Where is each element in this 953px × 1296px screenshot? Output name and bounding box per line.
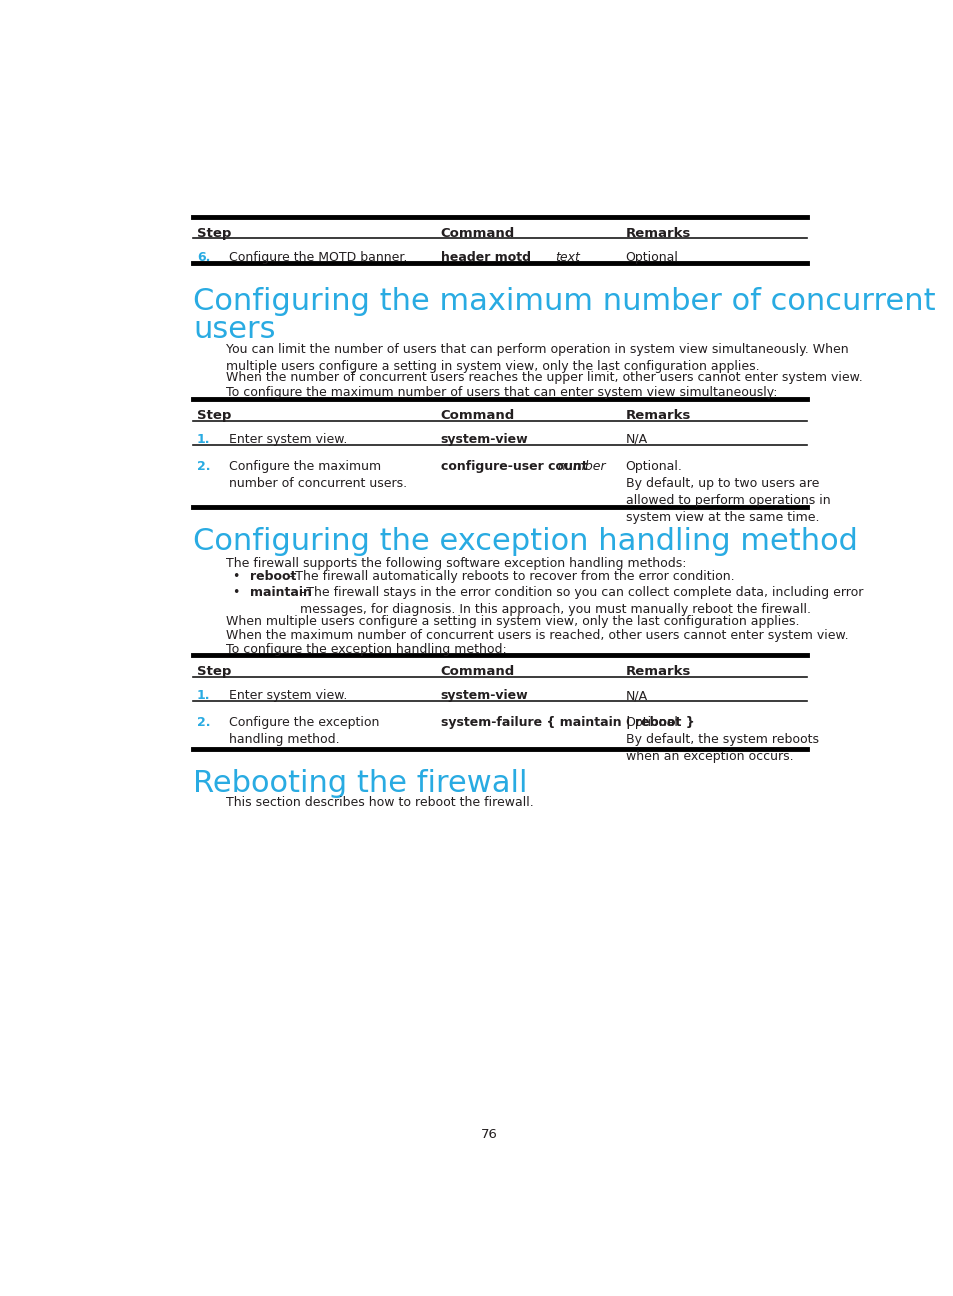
Text: You can limit the number of users that can perform operation in system view simu: You can limit the number of users that c… [226,343,848,373]
Text: •: • [232,570,239,583]
Text: When the number of concurrent users reaches the upper limit, other users cannot : When the number of concurrent users reac… [226,371,862,384]
Text: 2.: 2. [196,717,211,730]
Text: This section describes how to reboot the firewall.: This section describes how to reboot the… [226,796,534,809]
Text: Remarks: Remarks [625,665,690,679]
Text: Command: Command [440,665,515,679]
Text: Optional.
By default, the system reboots
when an exception occurs.: Optional. By default, the system reboots… [625,717,818,763]
Text: –The firewall automatically reboots to recover from the error condition.: –The firewall automatically reboots to r… [288,570,734,583]
Text: Configure the maximum
number of concurrent users.: Configure the maximum number of concurre… [229,460,406,490]
Text: •: • [232,586,239,599]
Text: Optional: Optional [625,251,678,264]
Text: header motd: header motd [440,251,535,264]
Text: To configure the exception handling method:: To configure the exception handling meth… [226,643,507,656]
Text: maintain: maintain [250,586,312,599]
Text: reboot: reboot [250,570,296,583]
Text: When the maximum number of concurrent users is reached, other users cannot enter: When the maximum number of concurrent us… [226,629,848,642]
Text: Command: Command [440,227,515,240]
Text: The firewall supports the following software exception handling methods:: The firewall supports the following soft… [226,557,686,570]
Text: users: users [193,315,275,345]
Text: 6.: 6. [196,251,210,264]
Text: 2.: 2. [196,460,211,473]
Text: text: text [555,251,579,264]
Text: Remarks: Remarks [625,410,690,422]
Text: Step: Step [196,665,231,679]
Text: system-view: system-view [440,433,528,446]
Text: 76: 76 [480,1129,497,1142]
Text: Configure the exception
handling method.: Configure the exception handling method. [229,717,378,746]
Text: When multiple users configure a setting in system view, only the last configurat: When multiple users configure a setting … [226,614,800,627]
Text: Command: Command [440,410,515,422]
Text: Configure the MOTD banner.: Configure the MOTD banner. [229,251,407,264]
Text: N/A: N/A [625,689,647,702]
Text: 1.: 1. [196,433,211,446]
Text: 1.: 1. [196,689,211,702]
Text: N/A: N/A [625,433,647,446]
Text: Step: Step [196,410,231,422]
Text: Step: Step [196,227,231,240]
Text: To configure the maximum number of users that can enter system view simultaneous: To configure the maximum number of users… [226,386,777,399]
Text: system-view: system-view [440,689,528,702]
Text: number: number [558,460,606,473]
Text: –The firewall stays in the error condition so you can collect complete data, inc: –The firewall stays in the error conditi… [299,586,862,616]
Text: configure-user count: configure-user count [440,460,591,473]
Text: Configuring the exception handling method: Configuring the exception handling metho… [193,526,857,556]
Text: Enter system view.: Enter system view. [229,433,347,446]
Text: Rebooting the firewall: Rebooting the firewall [193,770,527,798]
Text: system-failure { maintain | reboot }: system-failure { maintain | reboot } [440,717,694,730]
Text: Remarks: Remarks [625,227,690,240]
Text: Enter system view.: Enter system view. [229,689,347,702]
Text: Optional.
By default, up to two users are
allowed to perform operations in
syste: Optional. By default, up to two users ar… [625,460,829,524]
Text: Configuring the maximum number of concurrent: Configuring the maximum number of concur… [193,288,935,316]
